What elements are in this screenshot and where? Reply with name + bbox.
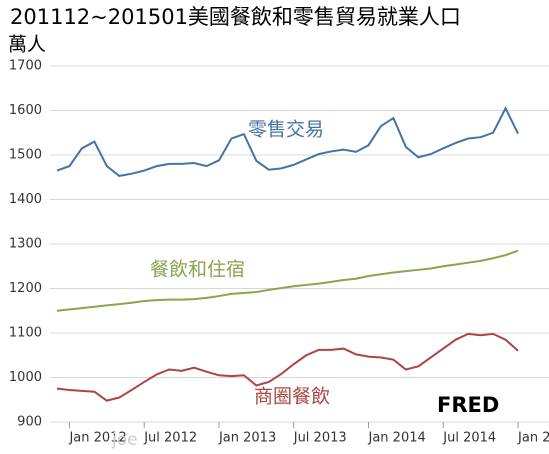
x-tick-label: Jan 2015 (517, 431, 549, 446)
y-tick-label: 1000 (9, 370, 42, 385)
y-tick-label: 1400 (9, 192, 42, 207)
series-label: 商圈餐飲 (254, 386, 330, 408)
series-label: 零售交易 (248, 119, 324, 141)
y-tick-label: 900 (17, 415, 42, 430)
y-tick-label: 1600 (9, 103, 42, 118)
y-tick-label: 1500 (9, 148, 42, 163)
logo: FRED (437, 393, 499, 417)
series-line (56, 332, 519, 402)
y-tick-label: 1100 (9, 326, 42, 341)
x-tick-label: Jul 2014 (442, 431, 496, 446)
x-tick-label: Jan 2013 (218, 431, 276, 446)
chart-title: 201112~201501美國餐飲和零售貿易就業人口 (10, 5, 461, 29)
series-line (56, 106, 519, 177)
x-tick-label: Jan 2014 (368, 431, 426, 446)
y-tick-label: 1300 (9, 237, 42, 252)
x-tick-label: Jul 2012 (143, 431, 197, 446)
watermark: joe (111, 430, 138, 450)
y-axis-label: 萬人 (8, 34, 46, 56)
series-line (56, 249, 519, 312)
x-tick-label: Jul 2013 (293, 431, 347, 446)
y-tick-label: 1200 (9, 281, 42, 296)
y-tick-label: 1700 (9, 59, 42, 74)
x-tick-label: Jan 2012 (68, 431, 126, 446)
series-label: 餐飲和住宿 (150, 259, 245, 281)
